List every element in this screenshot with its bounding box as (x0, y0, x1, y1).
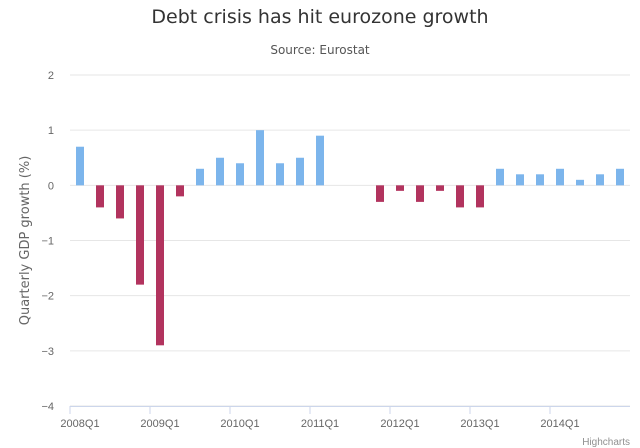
bar[interactable] (176, 185, 184, 197)
bar[interactable] (296, 157, 304, 186)
bar[interactable] (76, 146, 84, 186)
bar[interactable] (496, 168, 504, 186)
bar[interactable] (456, 185, 464, 208)
bar[interactable] (396, 185, 404, 191)
x-tick-label: 2010Q1 (220, 418, 259, 430)
y-tick-label: −4 (41, 401, 54, 413)
bar[interactable] (596, 174, 604, 186)
bar[interactable] (116, 185, 124, 219)
bar[interactable] (576, 179, 584, 186)
bar[interactable] (516, 174, 524, 186)
bar[interactable] (196, 168, 204, 186)
y-tick-label: 1 (48, 125, 54, 137)
y-tick-label: −3 (41, 346, 54, 358)
y-axis-labels: 2 1 0 −1 −2 −3 −4 (41, 70, 54, 413)
x-tick-label: 2012Q1 (380, 418, 419, 430)
bar[interactable] (436, 185, 444, 191)
x-tick-label: 2008Q1 (60, 418, 99, 430)
y-axis-title: Quarterly GDP growth (%) (18, 156, 33, 326)
bar[interactable] (136, 185, 144, 285)
x-tick-label: 2013Q1 (460, 418, 499, 430)
bar[interactable] (476, 185, 484, 208)
bar[interactable] (236, 163, 244, 186)
x-tick-label: 2014Q1 (540, 418, 579, 430)
chart-title: Debt crisis has hit eurozone growth (151, 6, 489, 28)
y-tick-label: −2 (41, 291, 54, 303)
y-tick-label: 0 (48, 180, 54, 192)
bar[interactable] (616, 168, 624, 186)
bar[interactable] (316, 135, 324, 186)
chart-subtitle: Source: Eurostat (270, 43, 370, 57)
y-tick-label: −1 (41, 236, 54, 248)
x-tick-label: 2009Q1 (140, 418, 179, 430)
bar-series (76, 130, 624, 346)
x-tick-label: 2011Q1 (301, 418, 339, 430)
bar[interactable] (556, 168, 564, 186)
x-axis (69, 406, 630, 414)
bar[interactable] (416, 185, 424, 202)
bar[interactable] (276, 163, 284, 186)
bar[interactable] (96, 185, 104, 208)
bar[interactable] (536, 174, 544, 186)
grid-lines (70, 74, 630, 407)
bar[interactable] (216, 157, 224, 186)
bar[interactable] (156, 185, 164, 346)
bar[interactable] (376, 185, 384, 202)
bar[interactable] (256, 130, 264, 186)
credits-link[interactable]: Highcharts (582, 437, 630, 448)
x-axis-labels: 2008Q1 2009Q1 2010Q1 2011Q1 2012Q1 2013Q1 2014… (60, 418, 579, 430)
y-tick-label: 2 (48, 70, 54, 82)
